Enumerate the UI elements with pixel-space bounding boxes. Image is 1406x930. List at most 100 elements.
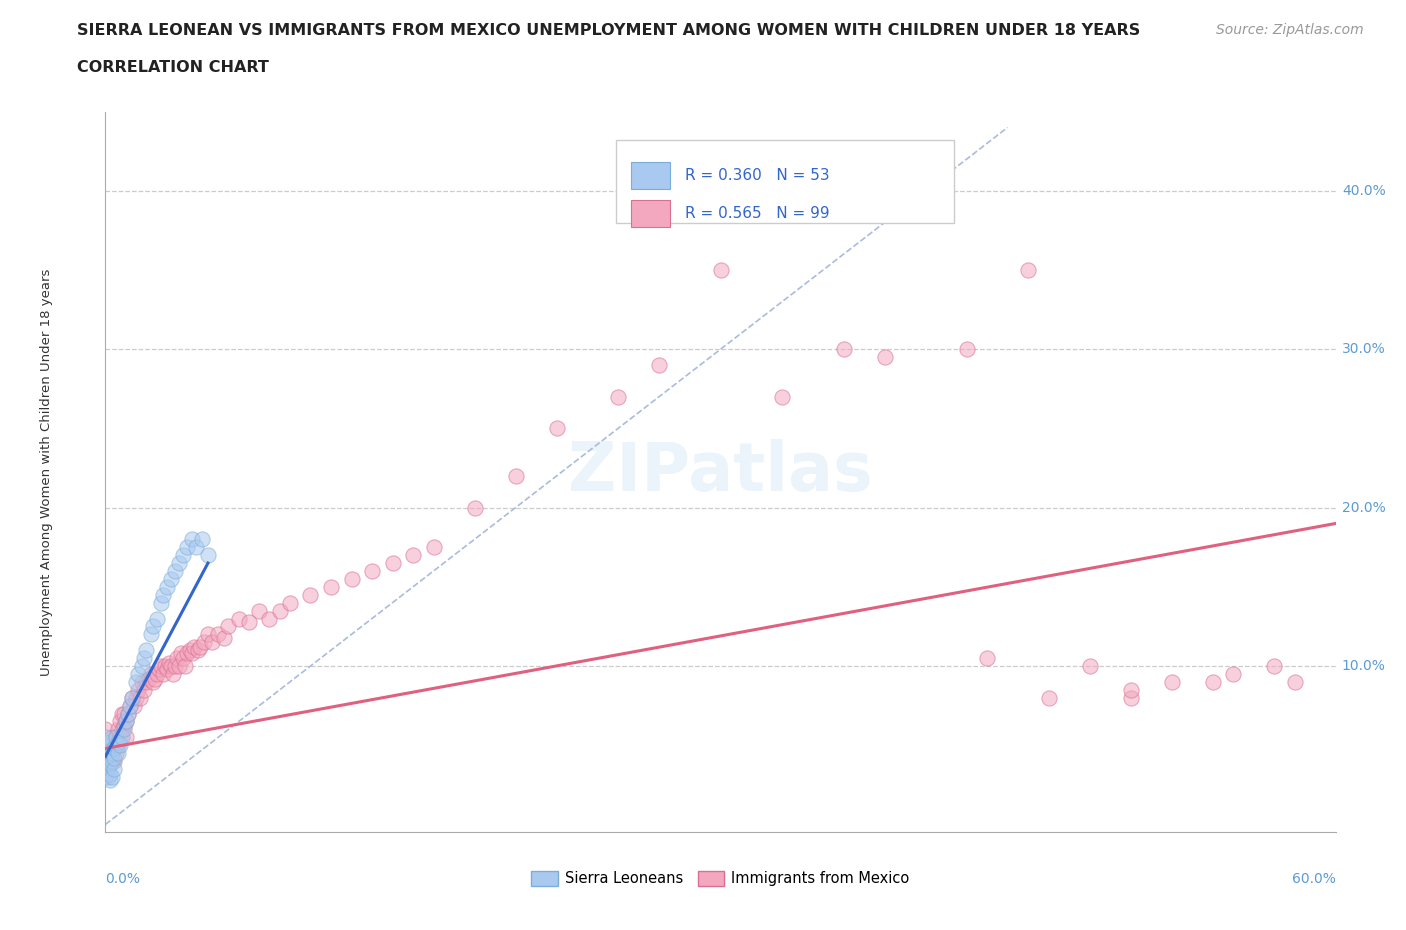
Point (1119, 683, 1142, 698)
Point (135, 643, 157, 658)
Point (153, 658, 176, 673)
Point (607, 390, 630, 405)
Point (340, 571, 363, 586)
Point (112, 706, 135, 721)
Point (1078, 658, 1101, 673)
Point (115, 730, 138, 745)
Point (169, 555, 191, 570)
Point (143, 671, 166, 686)
Point (135, 674, 157, 689)
Point (103, 753, 125, 768)
Point (103, 735, 125, 750)
Text: Unemployment Among Women with Children Under 18 years: Unemployment Among Women with Children U… (39, 268, 53, 676)
Point (505, 469, 527, 484)
Point (160, 571, 183, 586)
Point (278, 595, 301, 610)
Point (157, 656, 180, 671)
Point (166, 651, 188, 666)
Point (108, 737, 131, 752)
Point (96, 746, 118, 761)
Point (1038, 690, 1060, 705)
Point (108, 714, 131, 729)
FancyBboxPatch shape (631, 162, 671, 189)
Point (197, 548, 219, 563)
Point (172, 548, 194, 563)
Point (104, 737, 127, 752)
Point (165, 564, 187, 578)
Point (381, 555, 404, 570)
Point (117, 706, 139, 721)
Text: SIERRA LEONEAN VS IMMIGRANTS FROM MEXICO UNEMPLOYMENT AMONG WOMEN WITH CHILDREN : SIERRA LEONEAN VS IMMIGRANTS FROM MEXICO… (77, 23, 1140, 38)
Point (138, 671, 160, 686)
Point (238, 614, 260, 629)
Point (94, 769, 117, 784)
Point (1202, 674, 1225, 689)
Point (115, 714, 138, 729)
Point (183, 640, 205, 655)
Point (98, 753, 121, 768)
Point (94, 753, 117, 768)
Point (156, 579, 179, 594)
Point (103, 741, 125, 756)
Point (100, 730, 122, 745)
Point (131, 658, 153, 673)
Point (197, 627, 219, 642)
Point (176, 539, 198, 554)
Point (134, 651, 156, 666)
Point (1284, 674, 1306, 689)
Point (218, 619, 240, 634)
Point (100, 746, 122, 761)
Point (546, 421, 568, 436)
Point (94, 735, 117, 750)
Point (112, 722, 135, 737)
Point (127, 667, 149, 682)
Point (98, 773, 121, 788)
Point (100, 751, 122, 765)
Point (131, 674, 153, 689)
Point (1222, 667, 1244, 682)
Point (121, 690, 143, 705)
Point (201, 635, 224, 650)
Point (112, 719, 135, 734)
Point (648, 358, 671, 373)
Point (152, 588, 174, 603)
Point (149, 595, 172, 610)
Point (94, 746, 117, 761)
Point (214, 630, 236, 644)
Text: 10.0%: 10.0% (1341, 659, 1386, 673)
Point (422, 539, 444, 554)
Point (207, 627, 229, 642)
Point (956, 341, 979, 356)
Point (94, 737, 117, 752)
Point (145, 667, 167, 682)
Point (127, 683, 149, 698)
Point (111, 730, 134, 745)
Text: Source: ZipAtlas.com: Source: ZipAtlas.com (1216, 23, 1364, 37)
Point (104, 730, 127, 745)
Text: R = 0.360   N = 53: R = 0.360 N = 53 (685, 167, 830, 182)
Point (188, 640, 211, 655)
Point (94, 741, 117, 756)
Point (94, 762, 117, 777)
Point (152, 667, 174, 682)
Point (100, 769, 122, 784)
Point (125, 674, 148, 689)
Point (176, 646, 198, 661)
Point (148, 662, 170, 677)
Point (96, 762, 118, 777)
Point (319, 579, 342, 594)
Point (125, 690, 148, 705)
Point (115, 714, 138, 729)
Point (228, 611, 250, 626)
Point (247, 604, 270, 618)
Point (94, 730, 117, 745)
Point (122, 698, 145, 713)
Point (361, 564, 384, 578)
Point (134, 683, 156, 698)
FancyBboxPatch shape (616, 140, 955, 223)
Point (96, 762, 118, 777)
Point (299, 588, 322, 603)
Point (139, 667, 162, 682)
Point (98, 766, 121, 781)
Point (104, 746, 127, 761)
